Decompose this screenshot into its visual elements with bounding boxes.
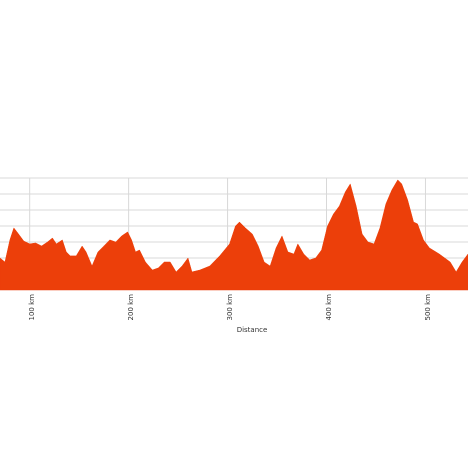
- x-tick-label: 100 km: [28, 294, 36, 321]
- x-tick-label: 300 km: [226, 294, 234, 321]
- elevation-area: [0, 179, 468, 291]
- x-axis-title: Distance: [237, 326, 268, 334]
- x-tick-label: 200 km: [127, 294, 135, 321]
- x-tick-label: 400 km: [325, 294, 333, 321]
- x-tick-label: 500 km: [424, 294, 432, 321]
